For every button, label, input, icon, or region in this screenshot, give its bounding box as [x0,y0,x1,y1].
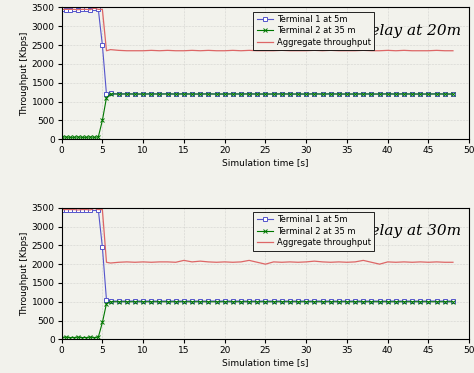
Aggregate throughput [83,207,89,212]
Terminal 1 at 5m [108,91,113,95]
Terminal 1 at 5m [132,299,138,303]
Aggregate throughput [59,7,64,12]
Aggregate throughput [418,260,423,264]
Terminal 2 at 35 m [450,92,456,96]
Terminal 2 at 35 m [59,335,64,340]
Terminal 1 at 5m [59,7,64,12]
Text: Relay at 30m: Relay at 30m [359,225,461,238]
Terminal 2 at 35 m [124,92,130,96]
Legend: Terminal 1 at 5m, Terminal 2 at 35 m, Aggregate throughput: Terminal 1 at 5m, Terminal 2 at 35 m, Ag… [253,212,374,251]
Terminal 1 at 5m [91,206,97,211]
Terminal 1 at 5m [108,299,113,303]
Line: Aggregate throughput: Aggregate throughput [62,8,453,51]
Aggregate throughput [104,48,109,53]
Line: Terminal 2 at 35 m: Terminal 2 at 35 m [59,92,456,140]
X-axis label: Simulation time [s]: Simulation time [s] [222,158,309,167]
Terminal 1 at 5m [418,299,423,303]
Terminal 2 at 35 m [108,300,113,304]
Terminal 2 at 35 m [108,92,113,96]
Aggregate throughput [91,206,97,211]
Terminal 2 at 35 m [59,135,64,140]
Aggregate throughput [132,48,138,53]
Terminal 1 at 5m [83,207,89,212]
Terminal 1 at 5m [132,92,138,96]
Aggregate throughput [91,6,97,10]
Aggregate throughput [59,207,64,212]
Line: Terminal 2 at 35 m: Terminal 2 at 35 m [59,300,456,340]
Y-axis label: Throughput [Kbps]: Throughput [Kbps] [20,231,29,316]
Terminal 1 at 5m [104,298,109,302]
Aggregate throughput [104,260,109,264]
Terminal 1 at 5m [104,92,109,96]
Terminal 1 at 5m [450,299,456,303]
Aggregate throughput [442,48,447,53]
Terminal 2 at 35 m [100,118,105,123]
X-axis label: Simulation time [s]: Simulation time [s] [222,358,309,367]
Aggregate throughput [442,260,447,264]
Terminal 2 at 35 m [124,300,130,304]
Y-axis label: Throughput [Kbps]: Throughput [Kbps] [20,31,29,116]
Aggregate throughput [108,47,113,52]
Terminal 2 at 35 m [442,92,447,96]
Terminal 2 at 35 m [450,300,456,304]
Aggregate throughput [189,48,195,53]
Aggregate throughput [124,260,130,264]
Terminal 1 at 5m [189,299,195,303]
Aggregate throughput [83,7,89,12]
Legend: Terminal 1 at 5m, Terminal 2 at 35 m, Aggregate throughput: Terminal 1 at 5m, Terminal 2 at 35 m, Ag… [253,12,374,50]
Terminal 1 at 5m [83,7,89,12]
Aggregate throughput [181,258,187,263]
Terminal 1 at 5m [189,92,195,96]
Terminal 2 at 35 m [83,335,89,340]
Terminal 2 at 35 m [410,300,415,304]
Terminal 1 at 5m [418,92,423,96]
Terminal 2 at 35 m [83,135,89,140]
Aggregate throughput [418,48,423,53]
Terminal 1 at 5m [442,299,447,303]
Text: Relay at 20m: Relay at 20m [359,24,461,38]
Aggregate throughput [263,262,268,266]
Line: Terminal 1 at 5m: Terminal 1 at 5m [59,6,456,97]
Terminal 2 at 35 m [181,300,187,304]
Terminal 1 at 5m [91,6,97,10]
Terminal 2 at 35 m [181,92,187,96]
Terminal 2 at 35 m [100,320,105,325]
Terminal 2 at 35 m [410,92,415,96]
Aggregate throughput [450,260,456,264]
Terminal 1 at 5m [442,92,447,96]
Line: Aggregate throughput: Aggregate throughput [62,209,453,264]
Aggregate throughput [450,48,456,53]
Line: Terminal 1 at 5m: Terminal 1 at 5m [59,206,456,304]
Terminal 1 at 5m [450,92,456,96]
Terminal 1 at 5m [59,207,64,212]
Terminal 2 at 35 m [442,300,447,304]
